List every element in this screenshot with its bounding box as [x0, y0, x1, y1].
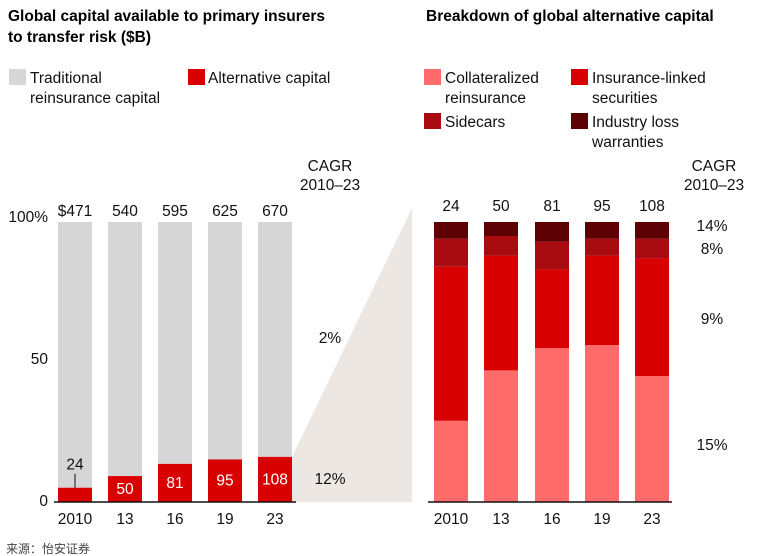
legend-swatch-traditional — [9, 69, 26, 85]
right-cagr-collateralized: 15% — [696, 437, 727, 454]
bar-sidecars-16 — [535, 241, 569, 270]
right-cagr-ilw: 14% — [696, 218, 727, 235]
bar-industry-loss-warranties-13 — [484, 222, 518, 236]
bar-industry-loss-warranties-19 — [585, 222, 619, 239]
x-tick-left-19: 19 — [216, 511, 233, 528]
bar-insurance-linked-securities-2010 — [434, 266, 468, 421]
legend-label-ils-2: securities — [592, 90, 658, 107]
value-label-alternative-16: 81 — [166, 475, 183, 492]
source-note: 来源：怡安证券 — [6, 541, 90, 556]
value-label-alternative-2010: 24 — [66, 457, 84, 474]
total-label-23: 670 — [262, 203, 288, 220]
bar-insurance-linked-securities-19 — [585, 255, 619, 346]
left-bar-group: 24 $471 2010 50 540 13 81 595 16 95 625 19 108 670 23 — [54, 203, 296, 528]
zoom-connector — [292, 208, 412, 502]
bar-collateralized-reinsurance-19 — [585, 345, 619, 502]
bar-alternative-16 — [158, 463, 192, 502]
legend-swatch-ilw — [571, 113, 588, 129]
right-bar-group: 24 2010 50 13 81 16 95 19 108 23 — [428, 198, 672, 528]
legend-label-collateralized-1: Collateralized — [445, 70, 539, 87]
total-label-2010: $471 — [58, 203, 92, 220]
total-label-right-13: 50 — [492, 198, 510, 215]
bar-insurance-linked-securities-16 — [535, 269, 569, 348]
bar-industry-loss-warranties-23 — [635, 222, 669, 239]
bar-sidecars-13 — [484, 236, 518, 256]
x-tick-right-16: 16 — [543, 511, 560, 528]
right-cagr-ils: 9% — [701, 311, 724, 328]
bar-collateralized-reinsurance-13 — [484, 370, 518, 502]
left-chart-title-line-1: Global capital available to primary insu… — [8, 8, 325, 25]
value-label-alternative-23: 108 — [262, 471, 288, 488]
y-tick-50: 50 — [31, 351, 49, 368]
left-cagr-header-2: 2010–23 — [300, 177, 360, 194]
total-label-right-2010: 24 — [442, 198, 460, 215]
bar-insurance-linked-securities-23 — [635, 258, 669, 376]
x-tick-left-13: 13 — [116, 511, 133, 528]
x-tick-right-23: 23 — [643, 511, 660, 528]
total-label-right-19: 95 — [593, 198, 610, 215]
bar-traditional-23 — [258, 222, 292, 457]
bar-industry-loss-warranties-16 — [535, 222, 569, 242]
bar-sidecars-2010 — [434, 238, 468, 267]
x-tick-right-2010: 2010 — [434, 511, 469, 528]
left-chart-title-line-2: to transfer risk ($B) — [8, 29, 151, 46]
right-cagr-header-2: 2010–23 — [684, 177, 744, 194]
bar-sidecars-19 — [585, 238, 619, 256]
total-label-13: 540 — [112, 203, 138, 220]
legend-swatch-sidecars — [424, 113, 441, 129]
bar-alternative-2010 — [58, 487, 92, 502]
bar-alternative-19 — [208, 459, 242, 502]
legend-label-collateralized-2: reinsurance — [445, 90, 526, 107]
bar-collateralized-reinsurance-2010 — [434, 420, 468, 502]
bar-industry-loss-warranties-2010 — [434, 222, 468, 239]
bar-sidecars-23 — [635, 238, 669, 259]
bar-collateralized-reinsurance-23 — [635, 376, 669, 502]
bar-collateralized-reinsurance-16 — [535, 348, 569, 502]
total-label-right-23: 108 — [639, 198, 665, 215]
bar-insurance-linked-securities-13 — [484, 255, 518, 371]
x-tick-right-13: 13 — [492, 511, 509, 528]
value-label-alternative-13: 50 — [116, 481, 134, 498]
x-tick-right-19: 19 — [593, 511, 610, 528]
left-cagr-alternative: 12% — [314, 471, 345, 488]
legend-swatch-collateralized — [424, 69, 441, 85]
right-cagr-header-1: CAGR — [692, 158, 737, 175]
bar-traditional-13 — [108, 222, 142, 477]
legend-label-traditional-1: Traditional — [30, 70, 102, 87]
y-tick-0: 0 — [39, 493, 48, 510]
bar-alternative-23 — [258, 456, 292, 502]
legend-swatch-alternative — [188, 69, 205, 85]
legend-label-ilw-1: Industry loss — [592, 114, 679, 131]
y-tick-100: 100% — [8, 209, 48, 226]
total-label-right-16: 81 — [543, 198, 560, 215]
right-chart-title: Breakdown of global alternative capital — [426, 8, 714, 25]
bar-traditional-16 — [158, 222, 192, 464]
legend-label-ilw-2: warranties — [591, 134, 664, 151]
legend-swatch-ils — [571, 69, 588, 85]
total-label-16: 595 — [162, 203, 188, 220]
left-cagr-header-1: CAGR — [308, 158, 353, 175]
x-tick-left-2010: 2010 — [58, 511, 93, 528]
left-cagr-traditional: 2% — [319, 330, 342, 347]
right-cagr-sidecars: 8% — [701, 241, 724, 258]
bar-alternative-13 — [108, 476, 142, 502]
value-label-alternative-19: 95 — [216, 473, 233, 490]
total-label-19: 625 — [212, 203, 238, 220]
x-tick-left-23: 23 — [266, 511, 283, 528]
legend-label-traditional-2: reinsurance capital — [30, 90, 160, 107]
x-tick-left-16: 16 — [166, 511, 183, 528]
legend-label-ils-1: Insurance-linked — [592, 70, 706, 87]
legend-label-sidecars: Sidecars — [445, 114, 506, 131]
bar-traditional-2010 — [58, 222, 92, 488]
legend-label-alternative: Alternative capital — [208, 70, 330, 87]
bar-traditional-19 — [208, 222, 242, 460]
